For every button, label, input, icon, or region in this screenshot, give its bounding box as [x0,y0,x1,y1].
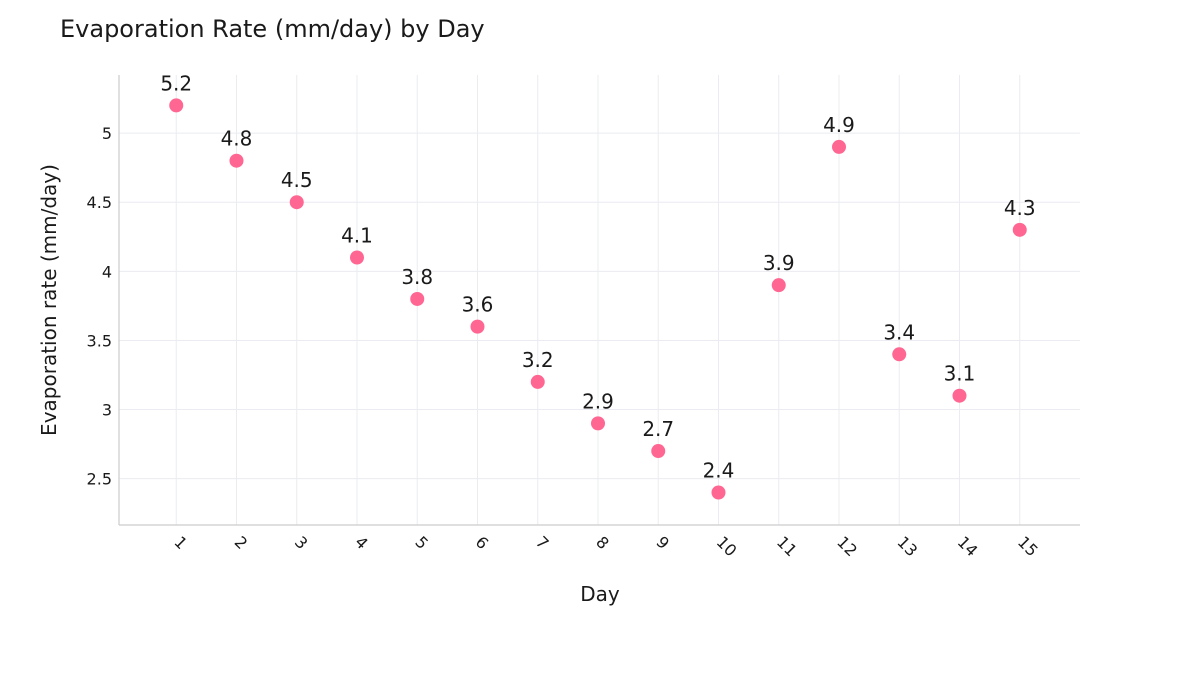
x-tick-label: 6 [472,532,493,553]
x-tick-label: 5 [411,532,432,553]
y-tick-label: 4 [102,262,112,281]
x-tick-label: 3 [291,532,312,553]
x-tick-label: 11 [773,532,801,560]
data-point [651,444,666,459]
data-point [892,347,907,362]
data-label: 2.9 [582,389,614,413]
data-points [169,98,1027,500]
x-tick-label: 10 [713,532,741,560]
data-point [470,319,485,334]
x-tick-label: 14 [954,532,982,560]
x-tick-label: 4 [351,532,372,553]
data-label: 3.8 [401,265,433,289]
y-tick-label: 4.5 [87,193,112,212]
x-tick-label: 15 [1014,532,1042,560]
x-tick-label: 12 [833,532,861,560]
data-label: 4.9 [823,113,855,137]
y-axis-title: Evaporation rate (mm/day) [37,164,61,436]
data-point [169,98,184,113]
data-point [831,139,846,154]
data-point [410,291,425,306]
data-point [229,153,244,168]
data-label: 2.4 [703,459,735,483]
x-tick-label: 1 [170,532,191,553]
x-tick-label: 2 [231,532,252,553]
data-point [530,374,545,389]
data-label: 3.1 [944,362,976,386]
data-label: 2.7 [642,417,674,441]
data-point [289,195,304,210]
data-point [771,278,786,293]
data-label: 4.3 [1004,196,1036,220]
data-labels: 5.2 4.8 4.5 4.1 3.8 3.6 3.2 2.9 2.7 2.4 3.9 4.9 3.4 3… [160,71,1035,482]
x-axis-title: Day [580,582,620,606]
data-point [349,250,364,265]
y-tick-label: 3 [102,401,112,420]
y-tick-label: 2.5 [87,470,112,489]
y-tick-labels: 2.5 3 3.5 4 4.5 5 [87,124,112,489]
chart-title: Evaporation Rate (mm/day) by Day [60,15,485,43]
data-label: 3.4 [883,320,915,344]
data-label: 4.8 [221,127,253,151]
data-point [1012,222,1027,237]
data-point [711,485,726,500]
gridlines [119,75,1080,525]
data-point [952,388,967,403]
data-label: 5.2 [160,71,192,95]
x-tick-label: 13 [893,532,921,560]
data-label: 4.1 [341,223,373,247]
data-label: 4.5 [281,168,313,192]
data-label: 3.6 [462,293,494,317]
x-tick-label: 8 [592,532,613,553]
x-tick-label: 9 [652,532,673,553]
data-label: 3.2 [522,348,554,372]
data-label: 3.9 [763,251,795,275]
x-tick-labels: 1 2 3 4 5 6 7 8 9 10 11 12 13 14 15 [170,532,1041,560]
x-tick-label: 7 [532,532,553,553]
y-tick-label: 5 [102,124,112,143]
data-point [590,416,605,431]
y-tick-label: 3.5 [87,331,112,350]
